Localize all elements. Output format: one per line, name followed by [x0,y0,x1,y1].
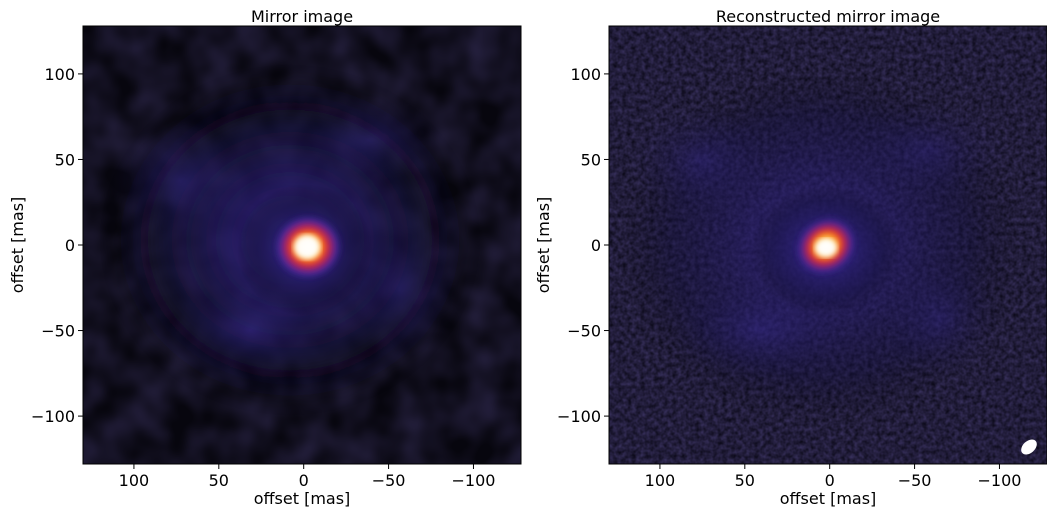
x-tick-label: −100 [977,471,1021,490]
y-tick-label: −50 [567,322,601,341]
beam-ellipse [1021,439,1037,455]
mirror-image-panel: Mirror image 100 50 0 −50 −100 offset [mas] … [8,7,522,508]
y-axis: 100 50 0 −50 −100 offset [mas] [534,65,609,426]
heatmap-image [609,26,1047,464]
y-tick-label: 50 [55,150,75,169]
y-tick-label: −100 [557,407,601,426]
heatmap-image [83,26,521,464]
y-tick-label: 100 [44,65,75,84]
y-tick-label: 0 [65,236,75,255]
y-axis-label: offset [mas] [8,197,27,294]
x-tick-label: 100 [645,471,676,490]
y-tick-label: 0 [591,236,601,255]
x-tick-label: 0 [825,471,835,490]
x-tick-label: 50 [735,471,755,490]
y-tick-label: −50 [41,322,75,341]
x-tick-label: −50 [372,471,406,490]
x-tick-label: −100 [451,471,495,490]
panel-title: Reconstructed mirror image [716,7,940,26]
x-axis-label: offset [mas] [254,489,351,508]
y-tick-label: −100 [31,407,75,426]
x-axis-label: offset [mas] [780,489,877,508]
y-tick-label: 100 [570,65,601,84]
y-axis: 100 50 0 −50 −100 offset [mas] [8,65,83,426]
reconstructed-image-panel: Reconstructed mirror image 100 50 0 −50 −100… [534,7,1047,508]
y-axis-label: offset [mas] [534,197,553,294]
x-tick-label: −50 [898,471,932,490]
x-tick-label: 0 [299,471,309,490]
x-tick-label: 50 [209,471,229,490]
x-axis: 100 50 0 −50 −100 offset [mas] [119,464,495,508]
x-tick-label: 100 [119,471,150,490]
y-tick-label: 50 [581,150,601,169]
x-axis: 100 50 0 −50 −100 offset [mas] [645,464,1021,508]
panel-title: Mirror image [251,7,353,26]
